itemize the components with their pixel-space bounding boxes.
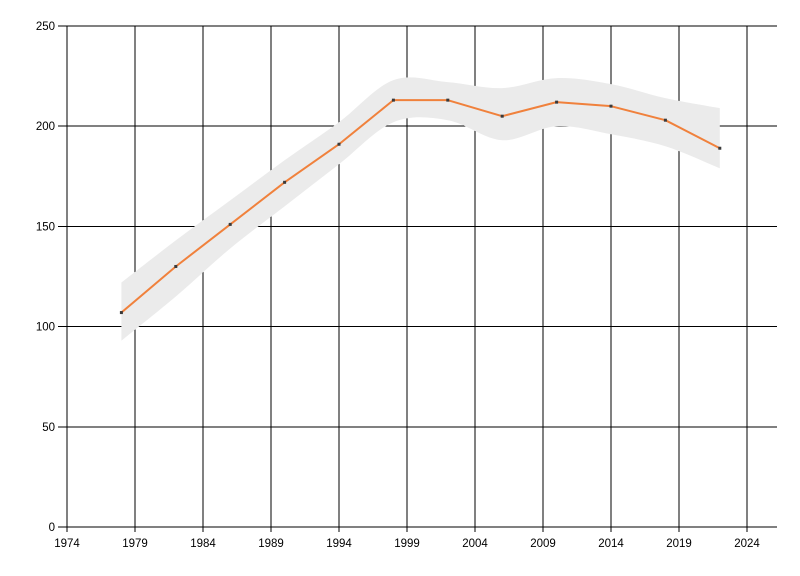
x-axis-tick-label: 1984 bbox=[190, 538, 216, 550]
data-point-marker bbox=[500, 114, 504, 118]
x-axis-tick-label: 1994 bbox=[326, 538, 352, 550]
x-axis-tick-label: 1999 bbox=[394, 538, 420, 550]
x-axis-tick-label: 2019 bbox=[666, 538, 692, 550]
x-axis-tick-label: 1974 bbox=[54, 538, 80, 550]
x-axis-tick-label: 2014 bbox=[598, 538, 624, 550]
data-point-marker bbox=[119, 311, 123, 315]
x-axis-tick-label: 2009 bbox=[530, 538, 556, 550]
y-axis-tick-label: 200 bbox=[36, 121, 55, 133]
data-point-marker bbox=[609, 104, 613, 108]
x-axis-tick-label: 2024 bbox=[734, 538, 760, 550]
y-axis-tick-label: 150 bbox=[36, 221, 55, 233]
data-point-marker bbox=[718, 146, 722, 150]
data-point-marker bbox=[174, 264, 178, 268]
data-point-marker bbox=[555, 100, 559, 104]
data-point-marker bbox=[446, 98, 450, 102]
y-axis-tick-label: 100 bbox=[36, 322, 55, 334]
data-line bbox=[120, 99, 721, 314]
data-point-marker bbox=[228, 222, 232, 226]
data-point-marker bbox=[663, 118, 667, 122]
y-axis-tick-label: 0 bbox=[49, 522, 55, 534]
confidence-band bbox=[121, 77, 720, 341]
data-point-marker bbox=[337, 142, 341, 146]
y-axis-tick-label: 250 bbox=[36, 21, 55, 33]
x-axis-tick-label: 2004 bbox=[462, 538, 488, 550]
y-axis-tick-label: 50 bbox=[42, 422, 55, 434]
data-point-marker bbox=[283, 180, 287, 184]
x-axis-tick-label: 1989 bbox=[258, 538, 284, 550]
data-point-marker bbox=[391, 98, 395, 102]
x-axis-tick-label: 1979 bbox=[122, 538, 148, 550]
